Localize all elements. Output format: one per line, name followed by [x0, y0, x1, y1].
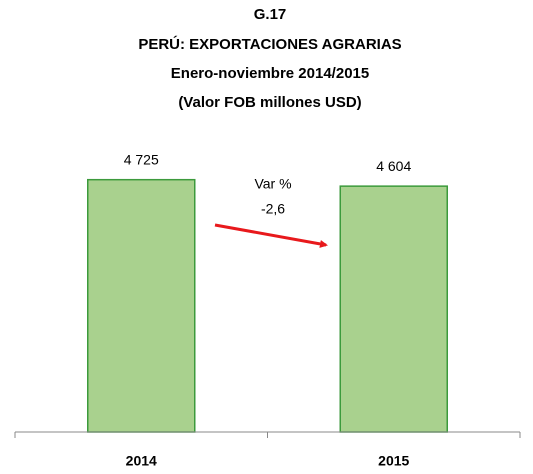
chart-title: PERÚ: EXPORTACIONES AGRARIAS: [138, 35, 401, 53]
annotation: Var %: [254, 176, 291, 192]
chart-title: G.17: [254, 6, 287, 23]
x-tick-label: 2014: [126, 453, 157, 469]
value-label: 4 604: [376, 158, 411, 174]
value-label: 4 725: [124, 151, 159, 167]
bar: [339, 185, 448, 433]
x-tick-label: 2015: [378, 453, 409, 469]
annotation: -2,6: [261, 201, 285, 217]
chart-title: Enero-noviembre 2014/2015: [171, 65, 369, 82]
bar: [87, 178, 196, 433]
arrow: [214, 223, 328, 248]
chart-title: (Valor FOB millones USD): [178, 94, 361, 111]
